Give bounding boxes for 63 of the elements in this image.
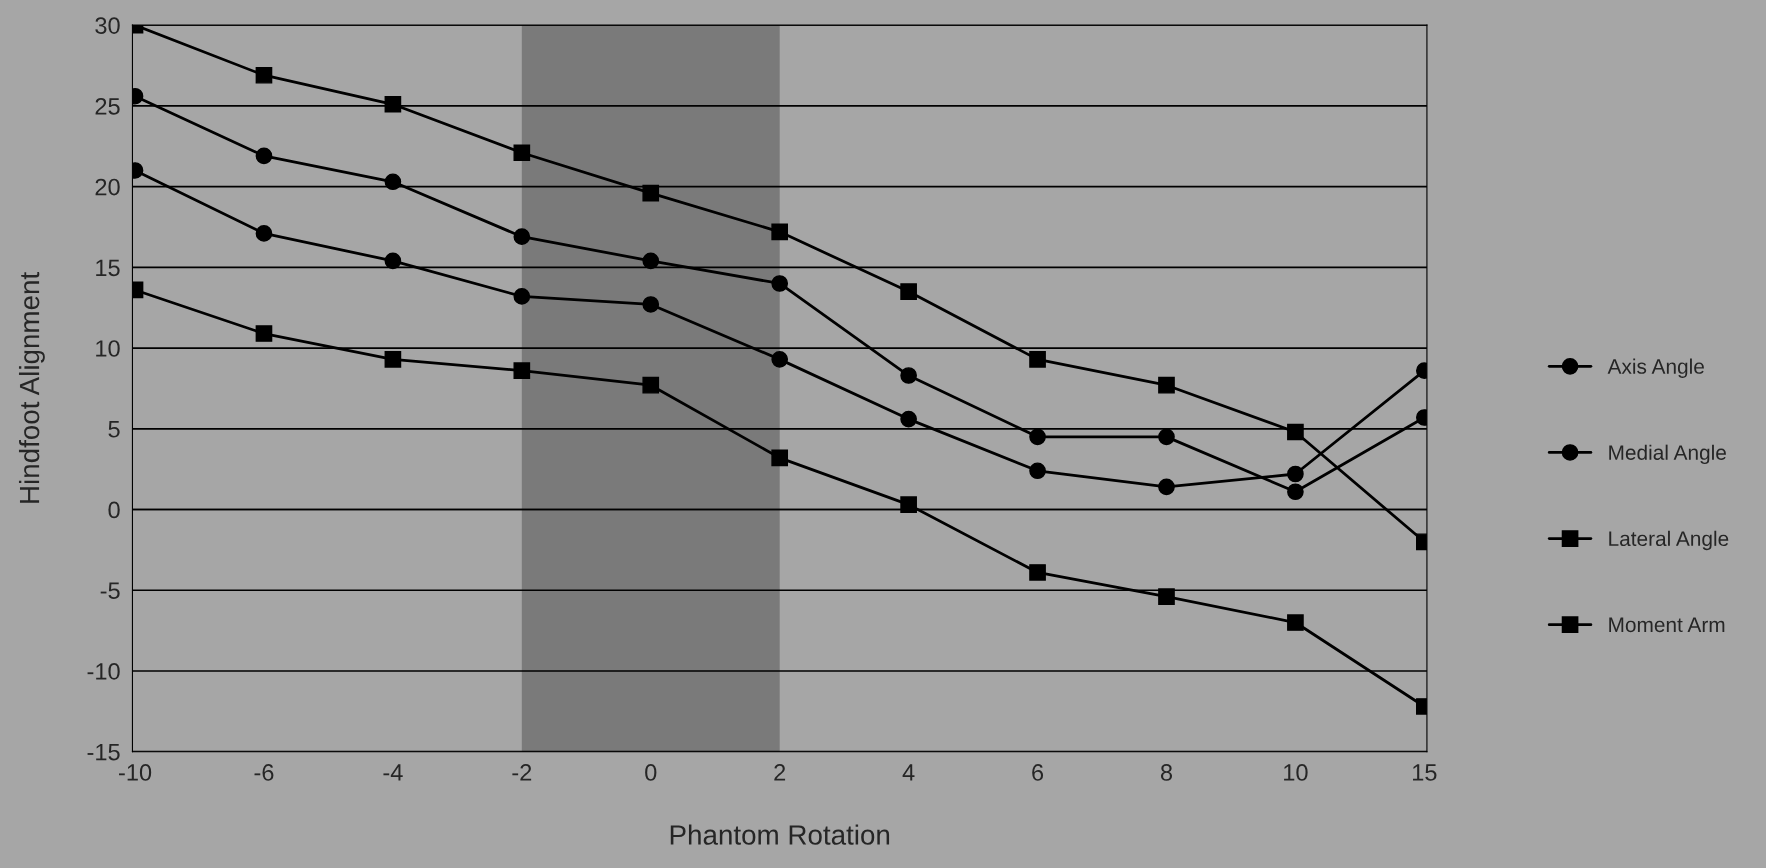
x-tick-label: 10 — [1284, 764, 1308, 781]
y-tick-label: 15 — [96, 259, 120, 277]
point — [771, 223, 789, 241]
y-tick-label: 30 — [95, 17, 120, 34]
point — [1029, 462, 1046, 480]
x-tick-label: -4 — [383, 764, 403, 781]
y-tick-label: 5 — [108, 421, 120, 438]
point — [1029, 564, 1046, 581]
legend-label: Axis Angle — [1607, 358, 1704, 378]
legend-label: Lateral Angle — [1609, 530, 1729, 551]
y-tick-label: -5 — [100, 582, 120, 600]
point — [384, 252, 402, 270]
point — [1029, 428, 1046, 446]
point — [900, 367, 917, 384]
x-tick-label: 0 — [645, 764, 657, 781]
point — [513, 144, 531, 162]
point — [642, 252, 660, 270]
point — [1287, 614, 1304, 631]
point — [771, 351, 789, 368]
point — [1158, 376, 1175, 394]
point — [513, 362, 531, 380]
point — [642, 296, 660, 313]
x-tick-label: 15 — [1413, 764, 1437, 781]
y-tick-label: 20 — [95, 178, 120, 196]
point — [255, 225, 273, 242]
point — [900, 410, 917, 428]
point — [255, 66, 273, 84]
point — [255, 147, 273, 165]
y-tick-label: 25 — [95, 97, 120, 115]
y-tick-label: -10 — [87, 663, 120, 680]
point — [384, 351, 402, 368]
x-tick-label: 2 — [774, 764, 786, 781]
x-tick-label: 8 — [1160, 764, 1173, 781]
legend-label: Moment Arm — [1609, 617, 1725, 633]
x-tick-label: -6 — [254, 764, 274, 781]
legend-label: Medial Angle — [1609, 444, 1726, 465]
x-tick-label: 4 — [902, 764, 915, 781]
x-tick-label: -10 — [119, 764, 152, 781]
point — [1029, 351, 1046, 368]
point — [513, 228, 531, 246]
x-tick-label: -2 — [512, 764, 532, 781]
point — [1287, 465, 1304, 483]
point — [900, 283, 917, 300]
x-tick-label: 6 — [1032, 764, 1044, 781]
point — [771, 449, 789, 467]
y-tick-label: -15 — [87, 744, 120, 761]
point — [513, 288, 531, 305]
x-axis-title: Phantom Rotation — [670, 824, 890, 845]
point — [1287, 423, 1304, 441]
point — [642, 376, 660, 394]
point — [771, 275, 789, 292]
y-tick-label: 10 — [96, 340, 120, 357]
point — [1158, 588, 1175, 606]
point — [900, 496, 917, 514]
point — [384, 173, 402, 191]
point — [1287, 483, 1304, 501]
y-axis-title: Hindfoot Alignment — [18, 272, 45, 503]
point — [1158, 428, 1175, 446]
point — [384, 95, 402, 113]
y-tick-label: 0 — [108, 501, 120, 519]
point — [1158, 478, 1175, 496]
point — [255, 325, 273, 342]
point — [642, 184, 660, 202]
